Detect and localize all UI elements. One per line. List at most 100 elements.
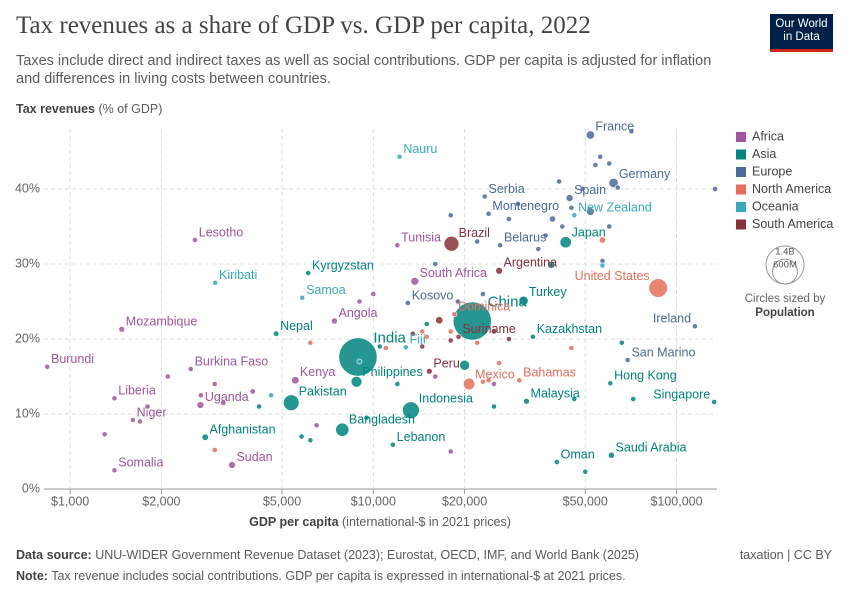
- source-text[interactable]: UNU-WIDER Government Revenue Dataset (20…: [95, 548, 639, 562]
- bubble: [491, 328, 497, 335]
- bubble: [402, 344, 409, 351]
- bubble: [568, 204, 575, 211]
- point-label: France: [595, 119, 634, 133]
- bubble: [376, 343, 383, 350]
- bubble: [382, 345, 389, 351]
- point-label: Suriname: [462, 322, 516, 336]
- point-label: China: [488, 294, 528, 311]
- legend-label: Africa: [752, 129, 784, 143]
- bubble: [256, 403, 262, 410]
- x-tick-label: $2,000: [142, 494, 180, 508]
- point-label: Nauru: [403, 142, 437, 156]
- bubble: [711, 399, 717, 405]
- bubble: [565, 194, 574, 202]
- bubble: [273, 330, 280, 337]
- bubble: [101, 431, 108, 438]
- x-tick-label: $20,000: [442, 494, 487, 508]
- legend-label: Asia: [752, 147, 776, 161]
- legend-swatch: [736, 219, 746, 230]
- bubble: [299, 294, 306, 301]
- bubble: [568, 345, 575, 351]
- point-label: Kenya: [300, 365, 335, 379]
- size-legend-label: 1.4B: [775, 247, 795, 258]
- legend-label: South America: [752, 217, 833, 231]
- x-tick-label: $5,000: [263, 494, 301, 508]
- bubble: [518, 295, 529, 306]
- bubble: [485, 210, 492, 217]
- bubble: [144, 403, 151, 410]
- size-legend-variable: Population: [755, 307, 814, 319]
- bubble: [628, 128, 635, 135]
- bubble: [212, 279, 219, 286]
- bubble: [455, 333, 462, 340]
- point-label: Nepal: [280, 319, 313, 333]
- bubble: [599, 236, 606, 244]
- note-label: Note:: [16, 569, 48, 583]
- note: Note: Tax revenue includes social contri…: [16, 569, 626, 583]
- point-label: New Zealand: [578, 201, 652, 215]
- bubble: [491, 381, 497, 387]
- point-label: Kiribati: [219, 268, 257, 282]
- legend-label: Oceania: [752, 199, 799, 213]
- bubble: [283, 394, 300, 411]
- chart-subtitle: Taxes include direct and indirect taxes …: [16, 53, 712, 87]
- point-label: Ireland: [653, 312, 691, 326]
- bubble: [137, 418, 143, 425]
- bubble: [516, 377, 523, 384]
- bubble: [198, 392, 204, 399]
- bubble: [523, 397, 530, 405]
- bubble: [712, 186, 718, 192]
- bubble: [447, 448, 454, 455]
- point-label: Brazil: [459, 226, 490, 240]
- point-label: Oman: [561, 447, 595, 461]
- logo[interactable]: Our World in Data: [770, 14, 833, 52]
- legend-swatch: [736, 202, 746, 212]
- point-label: Belarus: [504, 231, 546, 245]
- bubble: [350, 376, 363, 388]
- y-axis-label: Tax revenues (% of GDP): [16, 102, 162, 116]
- bubble: [592, 162, 599, 168]
- bubble: [129, 417, 136, 423]
- point-label: Germany: [619, 167, 671, 181]
- legend-swatch: [736, 184, 746, 195]
- bubble: [579, 186, 586, 192]
- bubble: [582, 468, 589, 475]
- source-label: Data source:: [16, 548, 92, 562]
- point-label: Niger: [137, 405, 167, 419]
- bubble: [547, 260, 556, 269]
- bubble: [423, 333, 430, 340]
- bubble: [44, 363, 51, 370]
- bubble: [447, 328, 454, 335]
- x-tick-label: $10,000: [351, 494, 396, 508]
- bubble: [549, 215, 556, 223]
- y-axis-unit: (% of GDP): [98, 102, 163, 116]
- bubble: [394, 381, 401, 387]
- x-axis-unit: (international-$ in 2021 prices): [342, 515, 511, 529]
- bubble: [459, 359, 470, 371]
- bubble: [307, 437, 314, 444]
- legend-swatch: [736, 132, 746, 142]
- chart: 0% 10% 20% 30% 40% $1,000 $2,000 $5,000 $10,000 $…: [15, 119, 833, 508]
- point-label: Mozambique: [126, 315, 198, 329]
- point-label: Bahamas: [523, 366, 576, 380]
- bubble: [313, 422, 320, 429]
- bubble: [556, 178, 563, 185]
- point-label: Tunisia: [401, 231, 441, 245]
- point-label: Bangladesh: [349, 412, 415, 426]
- y-tick-label: 10%: [15, 406, 40, 420]
- x-axis-title: GDP per capita: [249, 515, 339, 529]
- bubble: [249, 388, 256, 395]
- bubble: [201, 433, 209, 441]
- legend-swatch: [736, 149, 746, 160]
- point-label: Kosovo: [412, 288, 454, 302]
- license[interactable]: taxation | CC BY: [739, 548, 832, 562]
- point-label: Saudi Arabia: [616, 440, 687, 454]
- bubble: [480, 291, 486, 297]
- bubble: [307, 339, 314, 346]
- point-label: Dominica: [458, 300, 510, 314]
- y-tick-label: 30%: [15, 256, 40, 270]
- bubble: [363, 414, 370, 421]
- point-label: India: [373, 330, 406, 347]
- bubble: [535, 246, 542, 252]
